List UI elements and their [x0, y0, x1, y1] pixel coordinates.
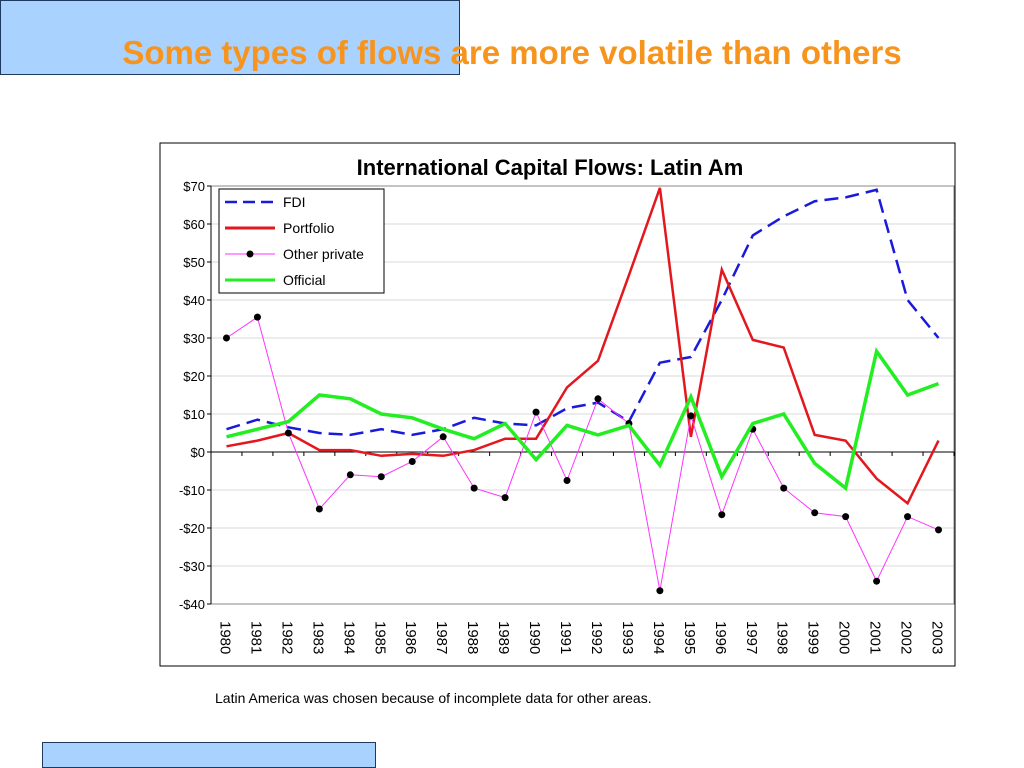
- legend-marker: [246, 250, 254, 258]
- x-tick-label: 1980: [216, 621, 233, 654]
- series-line-official: [226, 347, 940, 492]
- y-tick-label: $30: [183, 331, 205, 346]
- data-point: [935, 526, 943, 534]
- y-tick-label: $10: [183, 407, 205, 422]
- y-tick-label: $50: [183, 255, 205, 270]
- x-tick-label: 1981: [247, 621, 264, 654]
- x-tick-label: 1999: [805, 621, 822, 654]
- x-tick-label: 1995: [681, 621, 698, 654]
- x-tick-label: 1990: [526, 621, 543, 654]
- x-tick-label: 2001: [867, 621, 884, 654]
- data-point: [315, 505, 323, 513]
- y-tick-label: $20: [183, 369, 205, 384]
- title-placeholder-box: [0, 0, 460, 75]
- y-tick-label: -$10: [179, 483, 205, 498]
- x-tick-label: 2002: [898, 621, 915, 654]
- x-tick-label: 1992: [588, 621, 605, 654]
- legend-label: FDI: [283, 194, 306, 210]
- data-point: [284, 429, 292, 437]
- series-line-other-private: [226, 316, 939, 591]
- x-tick-label: 1997: [743, 621, 760, 654]
- x-tick-label: 1993: [619, 621, 636, 654]
- x-tick-label: 1998: [774, 621, 791, 654]
- x-tick-label: 1985: [371, 621, 388, 654]
- data-point: [842, 513, 850, 521]
- data-point: [501, 494, 509, 502]
- footer-placeholder-box: [42, 742, 376, 768]
- y-tick-label: -$20: [179, 521, 205, 536]
- y-tick-label: $70: [183, 179, 205, 194]
- x-tick-label: 1983: [309, 621, 326, 654]
- data-point: [873, 577, 881, 585]
- data-point: [532, 408, 540, 416]
- x-tick-label: 1984: [340, 621, 357, 654]
- y-tick-label: -$40: [179, 597, 205, 612]
- x-tick-label: 1994: [650, 621, 667, 654]
- data-point: [811, 509, 819, 517]
- series-line-portfolio: [226, 187, 940, 506]
- data-point: [346, 471, 354, 479]
- y-tick-label: $0: [191, 445, 205, 460]
- x-tick-label: 2000: [836, 621, 853, 654]
- x-tick-label: 1991: [557, 621, 574, 654]
- y-tick-label: $40: [183, 293, 205, 308]
- chart-title: International Capital Flows: Latin Am: [357, 155, 744, 180]
- x-tick-label: 1987: [433, 621, 450, 654]
- series-layer: [222, 187, 943, 595]
- legend-label: Portfolio: [283, 220, 335, 236]
- x-tick-label: 1988: [464, 621, 481, 654]
- x-tick-label: 1986: [402, 621, 419, 654]
- data-point: [408, 458, 416, 465]
- data-point: [687, 412, 695, 420]
- legend-label: Official: [283, 272, 326, 288]
- footnote: Latin America was chosen because of inco…: [215, 690, 652, 706]
- x-tick-label: 1989: [495, 621, 512, 654]
- data-point: [563, 477, 571, 484]
- data-point: [718, 511, 726, 519]
- x-tick-label: 1996: [712, 621, 729, 654]
- data-point: [594, 395, 602, 403]
- data-point: [656, 587, 664, 595]
- data-point: [377, 473, 385, 481]
- data-point: [439, 433, 447, 441]
- legend-label: Other private: [283, 246, 364, 262]
- data-point: [222, 334, 230, 342]
- data-point: [780, 484, 788, 492]
- legend: FDI Portfolio Other private Official: [218, 188, 385, 294]
- slide-title: Some types of flows are more volatile th…: [122, 34, 902, 71]
- y-tick-label: -$30: [179, 559, 205, 574]
- data-point: [904, 513, 912, 521]
- axis-layer: $70 $60 $50 $40 $30 $20 $10 $0 -$10 -$20 -$30 -$40 1…: [179, 179, 955, 654]
- x-tick-label: 2003: [929, 621, 946, 654]
- series-line-fdi: [226, 188, 940, 437]
- y-tick-label: $60: [183, 217, 205, 232]
- data-point: [253, 313, 261, 321]
- x-tick-label: 1982: [278, 621, 295, 654]
- legend-box: [218, 188, 385, 294]
- data-point: [470, 484, 478, 492]
